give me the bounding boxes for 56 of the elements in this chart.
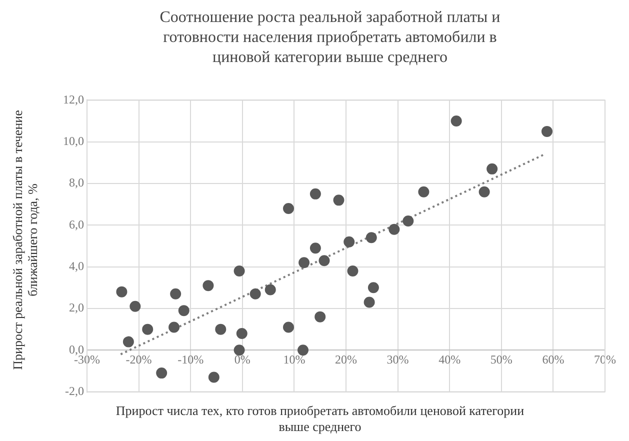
point [142, 324, 154, 335]
point [366, 232, 377, 244]
point [122, 336, 134, 348]
x-axis-title: Прирост числа тех, кто готов приобретать автомобили ценовой категории выше среднего [114, 403, 526, 435]
point [310, 242, 321, 254]
y-axis-title: Прирост реальной заработной платы в течение ближайшего года, % [10, 109, 40, 372]
point [347, 265, 358, 276]
point [156, 368, 168, 379]
point [283, 322, 294, 333]
y-tick-label: 10,0 [63, 134, 84, 148]
point [310, 188, 321, 200]
point [250, 288, 261, 300]
point [130, 300, 141, 312]
point [116, 286, 128, 298]
y-tick-label: 2,0 [69, 300, 84, 315]
point [388, 224, 400, 235]
x-tick-label: 50% [490, 352, 512, 366]
x-tick-label: 60% [542, 352, 564, 366]
point [298, 344, 309, 356]
point [236, 328, 248, 339]
y-tick-label: 8,0 [69, 176, 84, 190]
x-tick-label: 0% [234, 352, 250, 366]
point [478, 186, 490, 198]
point [234, 265, 245, 276]
y-tick-label: -2,0 [65, 384, 84, 398]
point [283, 203, 294, 214]
y-tick-label: 4,0 [69, 258, 84, 273]
point [202, 280, 214, 292]
x-tick-label: -20% [126, 352, 152, 366]
x-tick-label: 20% [335, 352, 357, 366]
point [178, 305, 190, 316]
y-tick-label: 6,0 [69, 217, 84, 232]
x-tick-label: 40% [438, 352, 461, 366]
point [264, 284, 276, 296]
point [314, 311, 326, 322]
y-tick-label: 12,0 [63, 92, 84, 106]
chart-title: Соотношение роста реальной заработной платы и готовности населения приобретать автомобили в циновой категории выше среднего [158, 8, 502, 68]
point [170, 288, 182, 300]
point [541, 126, 552, 137]
point [344, 236, 355, 248]
point [168, 322, 180, 333]
point [234, 344, 245, 356]
point [402, 216, 414, 227]
point [298, 257, 310, 268]
point [215, 324, 226, 335]
point [418, 186, 430, 198]
point [333, 194, 344, 206]
point [368, 282, 379, 294]
x-tick-label: -10% [178, 352, 204, 366]
x-tick-label: 10% [283, 352, 306, 366]
point [486, 163, 498, 174]
point [450, 116, 462, 127]
point [364, 296, 375, 308]
point [208, 372, 220, 383]
point [318, 255, 330, 266]
x-tick-label: 30% [386, 352, 409, 366]
